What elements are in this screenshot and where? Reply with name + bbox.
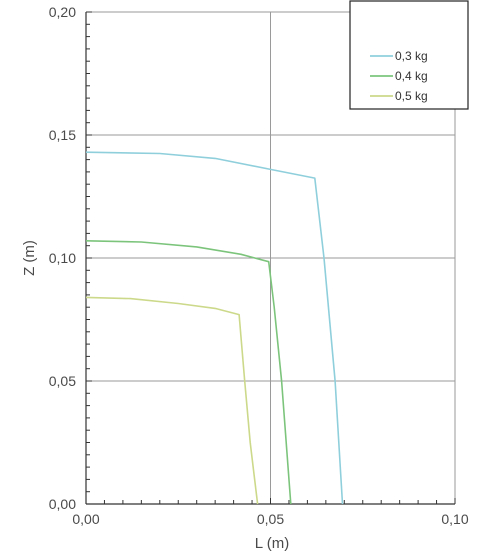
legend-label-2: 0,4 kg [395,69,428,83]
legend-box [349,0,469,110]
y-tick-label: 0,00 [49,496,76,512]
legend: 0,3 kg 0,4 kg 0,5 kg [349,0,469,110]
y-tick-label: 0,15 [49,127,76,143]
series-layer [85,151,344,505]
y-tick-label: 0,05 [49,373,76,389]
series-line-2 [85,240,292,505]
x-tick-label: 0,05 [257,511,284,527]
axes [85,11,456,505]
y-tick-label: 0,20 [49,4,76,20]
y-axis-label: Z (m) [21,240,38,276]
x-axis-label: L (m) [255,535,289,552]
tick-labels: 0,00 0,05 0,10 0,15 0,20 0,00 0,05 0,10 [49,4,469,527]
y-tick-label: 0,10 [49,250,76,266]
series-line-3 [85,296,259,505]
legend-label-1: 0,3 kg [395,49,428,63]
x-tick-label: 0,10 [441,511,468,527]
series-line-1 [85,151,344,505]
legend-label-3: 0,5 kg [395,89,428,103]
grid-lines [86,11,456,504]
x-tick-label: 0,00 [72,511,99,527]
